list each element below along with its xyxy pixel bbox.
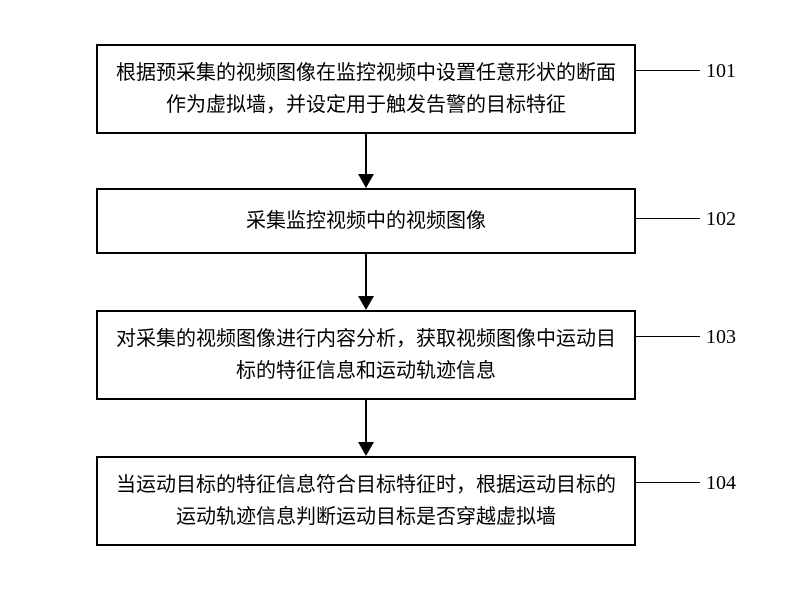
ref-label-102: 102 — [706, 208, 736, 231]
flow-node-text: 对采集的视频图像进行内容分析，获取视频图像中运动目标的特征信息和运动轨迹信息 — [114, 323, 618, 387]
ref-label-103: 103 — [706, 326, 736, 349]
arrow-line — [365, 134, 367, 176]
flow-node-4: 当运动目标的特征信息符合目标特征时，根据运动目标的运动轨迹信息判断运动目标是否穿… — [96, 456, 636, 546]
flow-arrow-1 — [356, 134, 376, 188]
flow-arrow-2 — [356, 254, 376, 310]
flow-node-1: 根据预采集的视频图像在监控视频中设置任意形状的断面作为虚拟墙，并设定用于触发告警… — [96, 44, 636, 134]
flow-node-2: 采集监控视频中的视频图像 — [96, 188, 636, 254]
leader-line — [636, 482, 700, 483]
leader-line — [636, 336, 700, 337]
leader-line — [636, 218, 700, 219]
arrow-line — [365, 254, 367, 298]
flow-node-3: 对采集的视频图像进行内容分析，获取视频图像中运动目标的特征信息和运动轨迹信息 — [96, 310, 636, 400]
leader-line — [636, 70, 700, 71]
arrow-head-icon — [358, 442, 374, 456]
ref-label-101: 101 — [706, 60, 736, 83]
arrow-head-icon — [358, 296, 374, 310]
flowchart-canvas: 根据预采集的视频图像在监控视频中设置任意形状的断面作为虚拟墙，并设定用于触发告警… — [0, 0, 800, 592]
arrow-line — [365, 400, 367, 444]
flow-arrow-3 — [356, 400, 376, 456]
arrow-head-icon — [358, 174, 374, 188]
flow-node-text: 当运动目标的特征信息符合目标特征时，根据运动目标的运动轨迹信息判断运动目标是否穿… — [114, 469, 618, 533]
flow-node-text: 采集监控视频中的视频图像 — [114, 205, 618, 237]
ref-label-104: 104 — [706, 472, 736, 495]
flow-node-text: 根据预采集的视频图像在监控视频中设置任意形状的断面作为虚拟墙，并设定用于触发告警… — [114, 57, 618, 121]
